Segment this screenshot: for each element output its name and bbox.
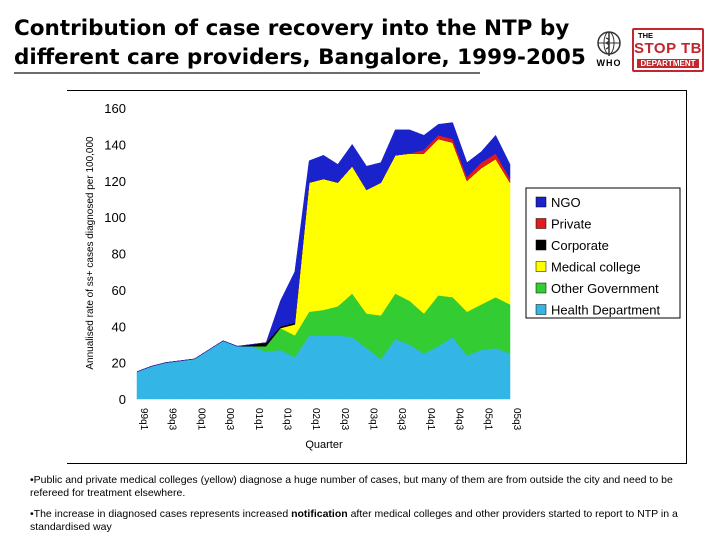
y-tick-label: 100 bbox=[104, 210, 126, 225]
x-tick-label: 02q3 bbox=[339, 408, 350, 431]
legend-swatch bbox=[535, 304, 547, 315]
legend-swatch bbox=[535, 282, 547, 294]
title-underline bbox=[14, 72, 480, 74]
x-tick-label: 02q1 bbox=[310, 408, 321, 431]
y-tick-label: 20 bbox=[112, 356, 126, 371]
x-tick-label: 00q3 bbox=[224, 408, 235, 431]
x-tick-label: 05q3 bbox=[511, 408, 522, 431]
note-2-bold: notification bbox=[291, 508, 348, 520]
title-line-2: different care providers, Bangalore, 199… bbox=[14, 45, 586, 70]
note-1: •Public and private medical colleges (ye… bbox=[30, 474, 673, 499]
x-tick-label: 01q1 bbox=[253, 408, 264, 431]
slide-title: Contribution of case recovery into the N… bbox=[14, 14, 594, 72]
who-emblem-icon bbox=[597, 31, 621, 56]
y-tick-label: 40 bbox=[112, 319, 126, 334]
y-tick-label: 0 bbox=[119, 392, 126, 407]
stop-tb-logo: THE STOP TB DEPARTMENT bbox=[632, 28, 704, 72]
legend-swatch bbox=[535, 239, 547, 251]
legend-swatch bbox=[535, 218, 547, 229]
note-2: •The increase in diagnosed cases represe… bbox=[30, 508, 706, 534]
x-tick-label: 00q1 bbox=[195, 408, 206, 431]
note-2-post: after medical colleges and other provide… bbox=[30, 508, 678, 533]
y-tick-label: 160 bbox=[104, 101, 126, 116]
area-series-ngo bbox=[136, 122, 511, 372]
x-tick-label: 99q1 bbox=[138, 408, 149, 431]
legend-label: NGO bbox=[551, 195, 581, 210]
stop-tb-logo-line2: STOP TB bbox=[634, 40, 702, 57]
x-tick-label: 01q3 bbox=[281, 408, 292, 431]
legend-label: Other Government bbox=[551, 281, 659, 296]
y-tick-label: 60 bbox=[112, 283, 126, 298]
legend-box bbox=[525, 187, 681, 319]
x-axis-title: Quarter bbox=[305, 439, 343, 451]
x-tick-label: 99q3 bbox=[167, 408, 178, 431]
chart-frame bbox=[67, 90, 687, 464]
y-axis-title: Annualised rate of ss+ cases diagnosed p… bbox=[85, 136, 96, 370]
who-logo: WHO bbox=[592, 30, 626, 74]
title-line-1: Contribution of case recovery into the N… bbox=[14, 16, 570, 41]
legend-label: Medical college bbox=[551, 260, 641, 275]
area-series-health-department bbox=[136, 335, 511, 400]
who-logo-text: WHO bbox=[596, 58, 622, 68]
legend-label: Corporate bbox=[551, 238, 609, 253]
x-tick-label: 04q1 bbox=[425, 408, 436, 431]
x-tick-label: 03q1 bbox=[368, 408, 379, 431]
legend-swatch bbox=[535, 196, 547, 208]
legend-label: Private bbox=[551, 217, 591, 232]
legend-label: Health Department bbox=[551, 303, 660, 318]
notes: •Public and private medical colleges (ye… bbox=[30, 474, 706, 542]
y-tick-label: 140 bbox=[104, 137, 126, 152]
x-tick-label: 05q1 bbox=[482, 408, 493, 431]
x-tick-label: 03q3 bbox=[396, 408, 407, 431]
legend-swatch bbox=[535, 261, 547, 272]
stop-tb-logo-line3: DEPARTMENT bbox=[637, 59, 699, 68]
stop-tb-logo-line1: THE bbox=[638, 31, 653, 40]
y-tick-label: 80 bbox=[112, 247, 126, 262]
y-tick-label: 120 bbox=[104, 174, 126, 189]
x-tick-label: 04q3 bbox=[454, 408, 465, 431]
note-2-pre: •The increase in diagnosed cases represe… bbox=[30, 508, 292, 520]
